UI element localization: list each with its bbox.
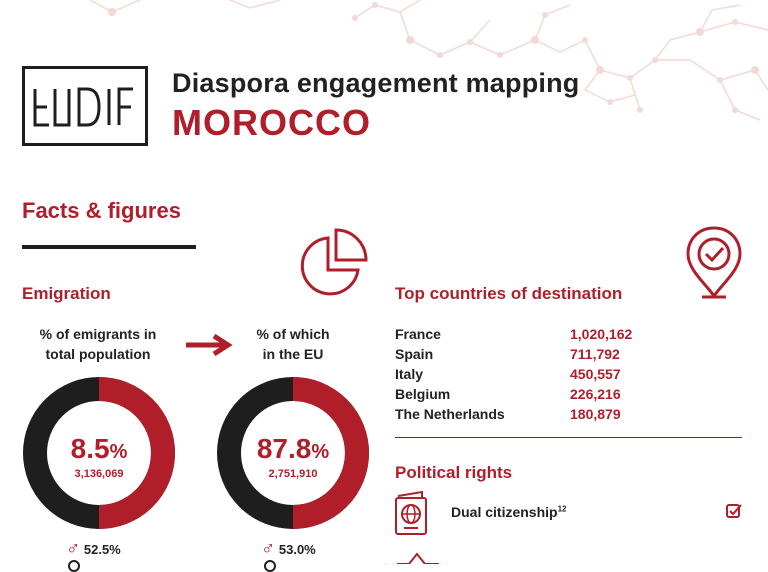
donut-right-value: 87.8% (216, 433, 370, 465)
donut-right-arc (292, 377, 369, 529)
donut-right-count: 2,751,910 (268, 468, 318, 480)
donut-left-caption-line2: total population (45, 346, 151, 362)
location-check-icon (686, 226, 742, 299)
donut-left-caption-line1: % of emigrants in (39, 326, 157, 342)
male-icon: ♂ (66, 538, 81, 559)
donut-right-percent: 87.8 (256, 433, 312, 464)
page-title: Diaspora engagement mapping (172, 68, 580, 98)
donut-right-caption: % of which in the EU (216, 324, 370, 364)
female-icon (68, 560, 80, 572)
list-item: Belgium 226,216 (395, 384, 735, 404)
donut-left (23, 377, 175, 529)
emigration-heading: Emigration (22, 284, 111, 303)
male-share-right-value: 53.0% (278, 542, 316, 557)
facts-title: Facts & figures (22, 198, 181, 223)
donut-left-percent-sign: % (109, 441, 128, 463)
donut-right-percent-sign: % (311, 441, 330, 463)
male-share-left-value: 52.5% (83, 542, 121, 557)
female-icon (264, 560, 276, 572)
passport-icon (395, 490, 427, 535)
country-value: 226,216 (570, 386, 621, 402)
donut-left-value: 8.5% (22, 433, 176, 465)
country-name: Spain (395, 346, 434, 362)
list-item: France 1,020,162 (395, 324, 735, 344)
donut-left-count: 3,136,069 (74, 468, 124, 480)
donut-left-caption: % of emigrants in total population (22, 324, 174, 364)
donut-left-arc (98, 377, 175, 529)
list-item: Italy 450,557 (395, 364, 735, 384)
network-decoration (89, 0, 768, 121)
pie-chart-icon (300, 228, 368, 296)
donut-right-caption-line2: in the EU (262, 346, 324, 362)
dual-citizenship-item: Dual citizenship12 (451, 504, 566, 520)
eudif-logo-mark (33, 87, 133, 127)
destinations-list: France 1,020,162 Spain 711,792 Italy 450… (395, 324, 735, 424)
destinations-heading: Top countries of destination (395, 284, 623, 303)
male-share-right: ♂ 53.0% (261, 538, 316, 560)
section-rule (22, 245, 196, 249)
country-name: Belgium (395, 386, 451, 402)
dual-citizenship-label: Dual citizenship (451, 504, 558, 520)
list-item: The Netherlands 180,879 (395, 404, 735, 424)
country-name: The Netherlands (395, 406, 505, 422)
ballot-icon (397, 552, 439, 564)
country-name: France (395, 326, 441, 342)
checkbox-checked-icon (726, 504, 742, 518)
country-title: MOROCCO (172, 102, 371, 143)
eudif-logo (22, 66, 148, 146)
divider (395, 437, 742, 438)
country-value: 1,020,162 (570, 326, 633, 342)
political-rights-heading: Political rights (395, 463, 513, 482)
male-share-left: ♂ 52.5% (66, 538, 121, 560)
donut-right-caption-line1: % of which (256, 326, 330, 342)
arrow-right-icon (186, 334, 233, 356)
country-value: 180,879 (570, 406, 621, 422)
country-value: 711,792 (570, 346, 620, 362)
donut-left-percent: 8.5 (70, 433, 110, 464)
country-value: 450,557 (570, 366, 621, 382)
list-item: Spain 711,792 (395, 344, 735, 364)
male-icon: ♂ (261, 538, 276, 559)
country-name: Italy (395, 366, 424, 382)
donut-right (217, 377, 369, 529)
footnote-ref: 12 (557, 504, 567, 514)
